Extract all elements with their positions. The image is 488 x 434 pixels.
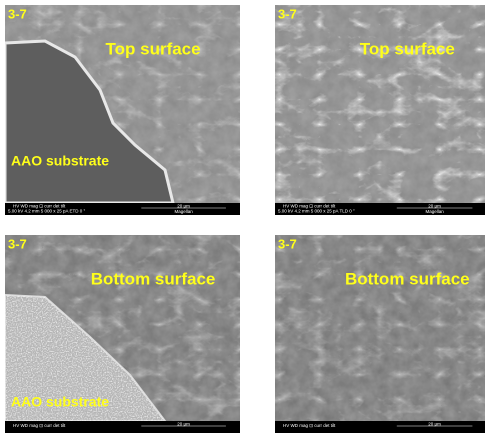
- brand: Magellan: [174, 209, 193, 214]
- brand: Magellan: [425, 209, 444, 214]
- sample-label: 3-7: [278, 236, 297, 251]
- info-row: HV WD mag ⊡ curr det tilt: [283, 423, 336, 428]
- surface-label: Bottom surface: [345, 269, 470, 288]
- scale-label: 20 μm: [177, 422, 190, 427]
- sample-label: 3-7: [278, 6, 297, 21]
- fibers: [275, 235, 485, 421]
- sem-image: [275, 5, 485, 203]
- sample-label: 3-7: [8, 236, 27, 251]
- sem-panel: 3-7 Bottom surface AAO substrate HV WD mag …: [5, 235, 240, 433]
- substrate-label: AAO substrate: [11, 153, 109, 169]
- sem-panel: 3-7 Bottom surface HV WD mag ⊡ curr det ti…: [275, 235, 485, 433]
- figure: 3-7 Top surface AAO substrate HV WD mag ⊡ c…: [0, 0, 488, 434]
- sample-label: 3-7: [8, 6, 27, 21]
- info-row: 5.00 kV 4.2 mm 5 000 x 25 pA ETD 0 °: [8, 209, 86, 214]
- substrate-label: AAO substrate: [11, 394, 109, 410]
- scale-label: 20 μm: [428, 422, 441, 427]
- sem-image: [5, 5, 240, 203]
- sem-image: [275, 235, 485, 421]
- surface-label: Bottom surface: [91, 269, 216, 288]
- info-row: 5.00 kV 4.2 mm 5 000 x 25 pA TLD 0 °: [278, 209, 355, 214]
- info-row: HV WD mag ⊡ curr det tilt: [13, 423, 66, 428]
- surface-label: Top surface: [360, 39, 455, 58]
- scale-label: 20 μm: [428, 204, 441, 209]
- fibers: [275, 5, 485, 203]
- surface-label: Top surface: [106, 39, 201, 58]
- scale-label: 20 μm: [177, 204, 190, 209]
